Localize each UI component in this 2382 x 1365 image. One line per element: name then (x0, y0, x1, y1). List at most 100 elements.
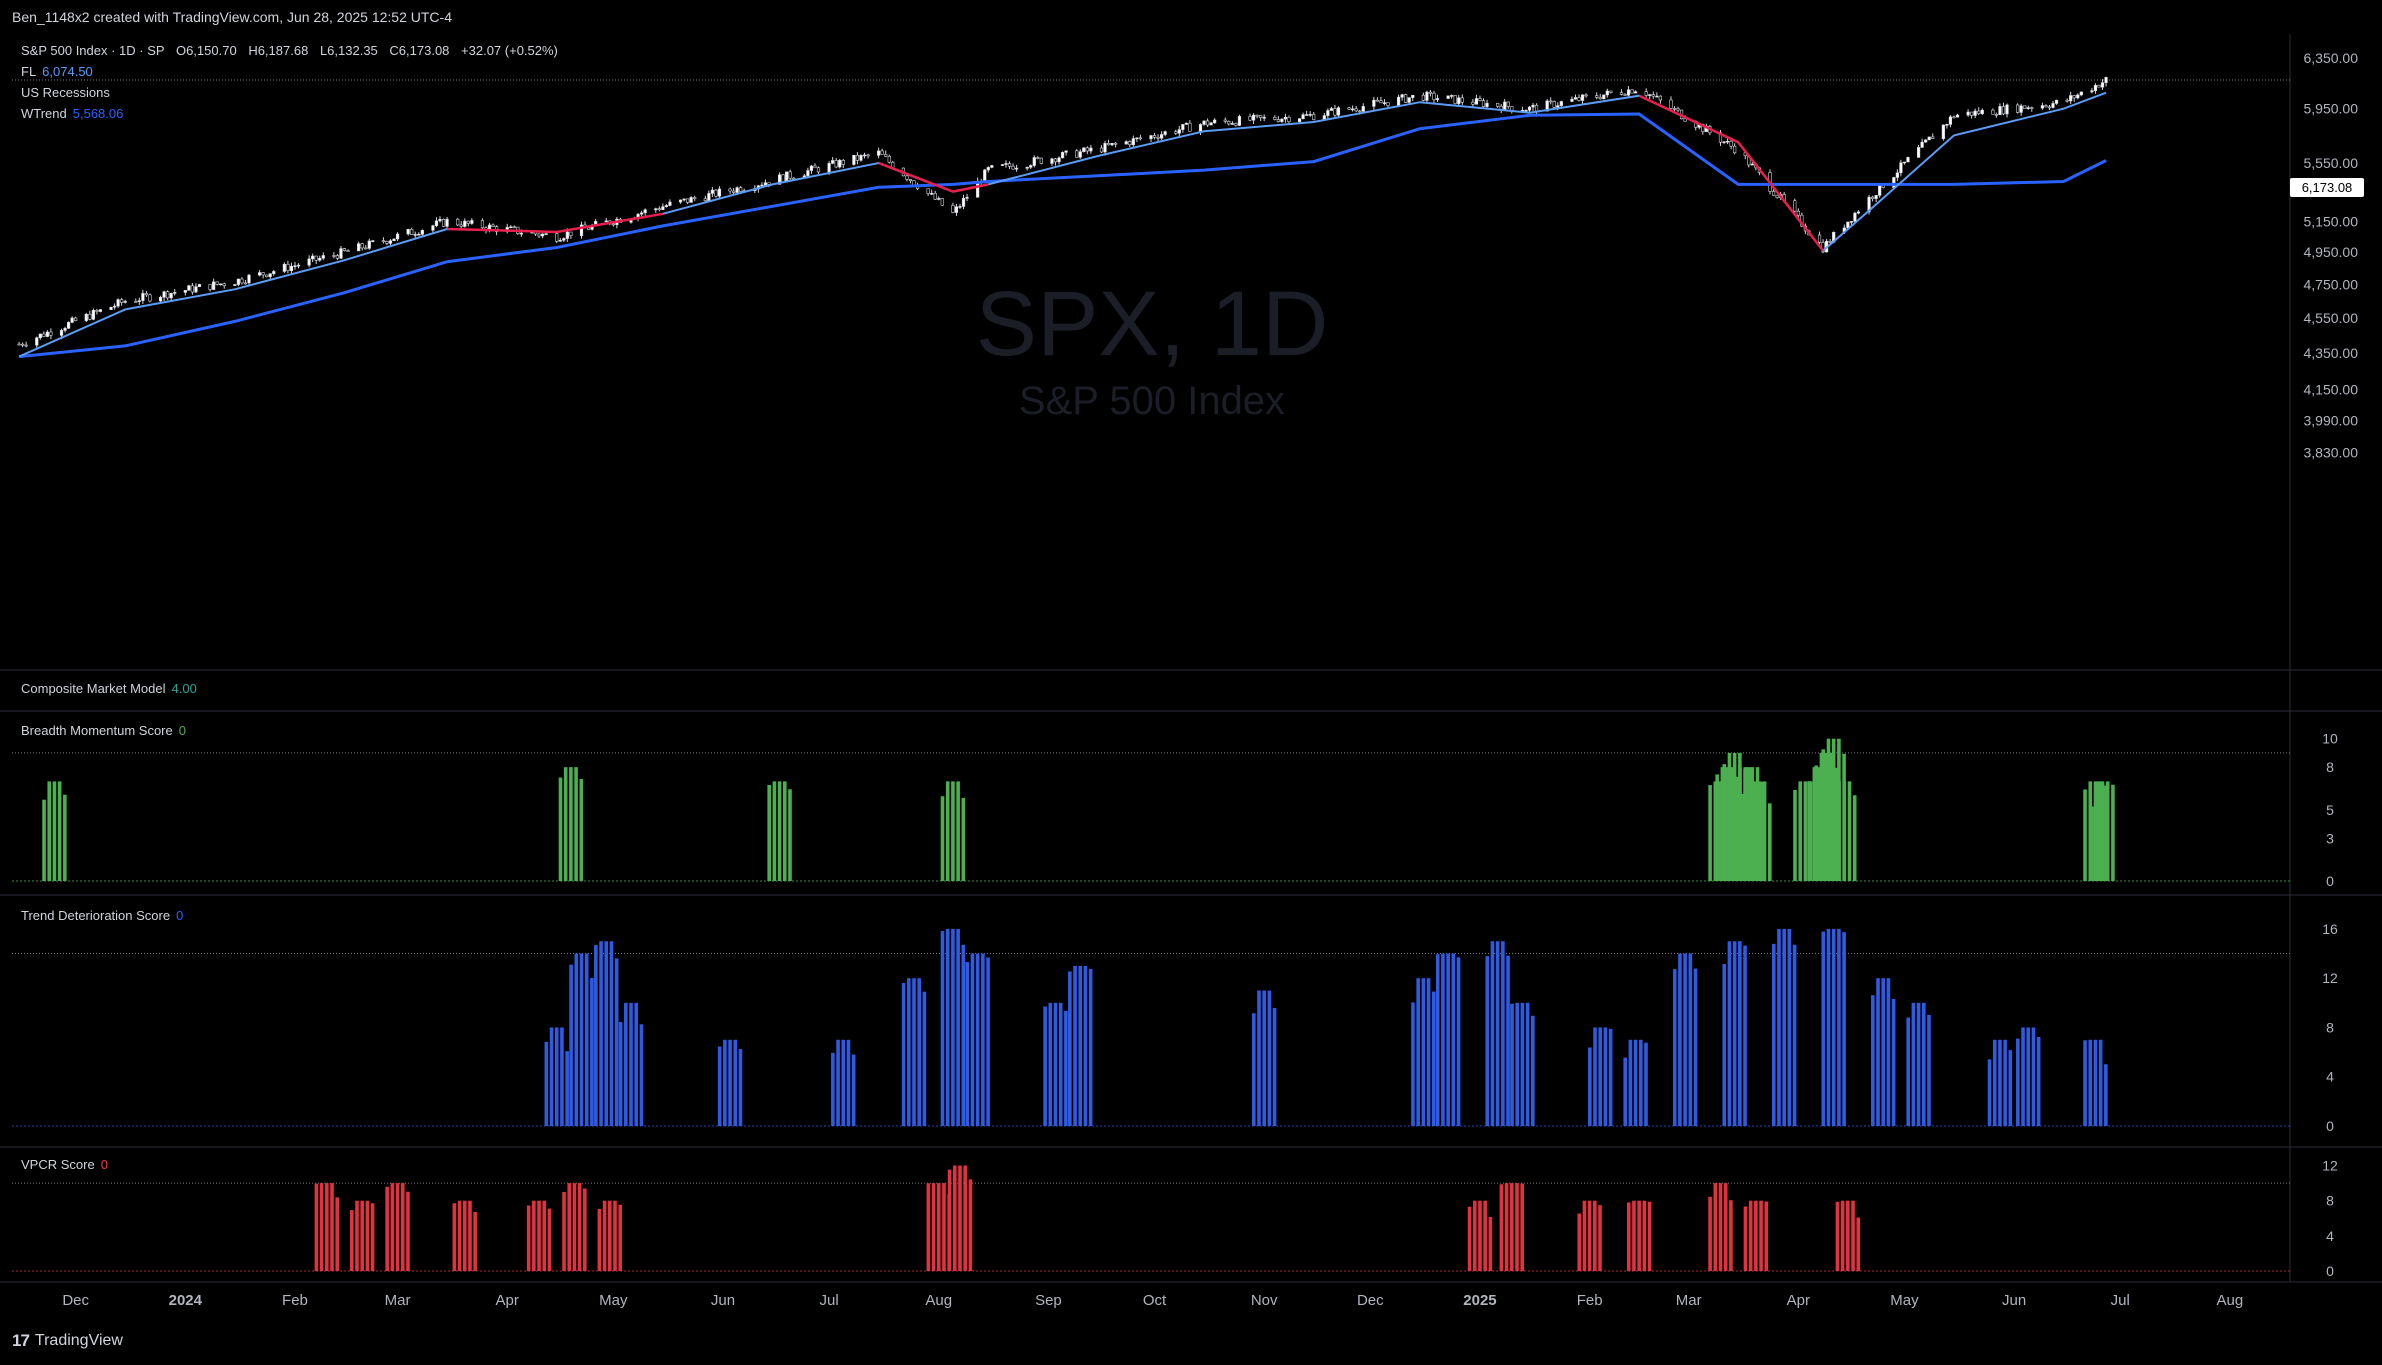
indicator-bar (1748, 1200, 1753, 1271)
indicator-bar (1515, 1002, 1520, 1126)
indicator-bar (2036, 1036, 2041, 1126)
indicator-bar (1732, 941, 1737, 1126)
symbol-legend[interactable]: S&P 500 Index · 1D · SP O6,150.70 H6,187… (21, 40, 558, 61)
time-axis-label: Aug (925, 1292, 952, 1309)
composite-legend[interactable]: Composite Market Model 4.00 (21, 681, 197, 696)
trend-legend[interactable]: Trend Deterioration Score 0 (21, 908, 184, 923)
indicator-bar (1723, 1183, 1728, 1271)
indicator-bar (1088, 968, 1093, 1126)
candle-body (1213, 119, 1217, 124)
indicator-bar (1267, 990, 1272, 1126)
indicator-bar (1807, 781, 1811, 881)
candle-body (1902, 161, 1907, 164)
candle-body (1255, 114, 1259, 117)
candle-body (441, 219, 446, 227)
time-axis-label: 2025 (1463, 1292, 1496, 1309)
candle-body (434, 220, 439, 226)
indicator-bar (1598, 1205, 1602, 1271)
time-axis-label: May (1890, 1292, 1919, 1309)
indicator-bar (1068, 971, 1072, 1126)
candle-body (1251, 114, 1256, 121)
indicator-bar (1708, 1196, 1712, 1271)
indicator-bar (717, 1046, 722, 1126)
indicator-bar (1729, 1200, 1733, 1271)
candle-body (1892, 177, 1896, 188)
sub-pane-tick-label: 10 (2322, 731, 2338, 747)
indicator-legend-wtrend[interactable]: WTrend 5,568.06 (21, 106, 124, 121)
indicator-bar (1819, 752, 1824, 881)
candle-body (1386, 102, 1390, 106)
tradingview-logo[interactable]: 17 TradingView (12, 1329, 123, 1353)
candle-body (1262, 116, 1266, 119)
indicator-bar (965, 961, 970, 1126)
candle-body (1446, 95, 1450, 99)
candle-body (1273, 116, 1277, 120)
candle-body (1082, 147, 1086, 153)
candle-body (123, 301, 127, 303)
indicator-legend-recessions[interactable]: US Recessions (21, 85, 110, 100)
candle-body (187, 285, 191, 291)
candle-body (2054, 99, 2059, 104)
indicator-bar (618, 1022, 623, 1126)
price-tick-label: 5,150.00 (2304, 213, 2359, 229)
candle-body (1916, 147, 1921, 158)
indicator-bar (1501, 941, 1505, 1126)
candle-body (1651, 94, 1655, 97)
candle-body (1149, 135, 1153, 140)
candle-body (1404, 94, 1408, 103)
candle-body (98, 309, 103, 312)
indicator-bar (1852, 795, 1857, 881)
candle-body (689, 197, 693, 203)
indicator-bar (1644, 1042, 1648, 1126)
candle-body (1524, 109, 1528, 112)
candle-body (190, 285, 195, 293)
indicator-legend-fl[interactable]: FL 6,074.50 (21, 64, 93, 79)
candle-body (2051, 103, 2055, 108)
candle-body (2079, 91, 2083, 96)
candle-body (788, 171, 792, 179)
price-tick-label: 4,950.00 (2304, 244, 2359, 260)
candle-body (579, 224, 584, 237)
indicator-bar (1846, 1200, 1850, 1271)
candle-body (194, 286, 198, 293)
breadth-legend[interactable]: Breadth Momentum Score 0 (21, 723, 186, 738)
candle-body (877, 150, 881, 156)
candle-body (1421, 94, 1425, 101)
candle-body (555, 233, 559, 242)
candle-body (1163, 131, 1167, 135)
indicator-bar (319, 1183, 324, 1271)
price-tick-label: 4,750.00 (2304, 276, 2359, 292)
indicator-bar (2090, 806, 2094, 881)
candle-body (1955, 114, 1960, 118)
candle-body (512, 226, 516, 229)
tradingview-brand: TradingView (34, 1332, 123, 1349)
candle-body (49, 331, 53, 336)
indicator-bar (597, 1208, 602, 1271)
candle-body (1138, 137, 1142, 140)
indicator-bar (2003, 1039, 2007, 1126)
indicator-bar (1814, 765, 1819, 881)
candle-body (781, 174, 785, 183)
indicator-bar (360, 1200, 364, 1271)
time-axis-label: Apr (496, 1292, 519, 1309)
indicator-bar (547, 1208, 552, 1271)
fl-line-red-segment (952, 183, 989, 193)
indicator-bar (1272, 1008, 1277, 1126)
indicator-bar (562, 1191, 566, 1271)
vpcr-legend[interactable]: VPCR Score 0 (21, 1157, 108, 1172)
indicator-bar (1647, 1201, 1652, 1271)
candle-body (933, 193, 937, 200)
indicator-bar (1921, 1002, 1926, 1126)
sub-pane-tick-label: 3 (2326, 830, 2334, 846)
indicator-bar (2016, 1038, 2020, 1126)
ohlc-high: H6,187.68 (248, 43, 309, 58)
indicator-bar (1720, 767, 1725, 881)
candle-body (760, 184, 764, 187)
indicator-bar (63, 794, 67, 881)
indicator-bar (1998, 1039, 2002, 1126)
candle-body (1188, 122, 1192, 132)
candle-body (1793, 200, 1797, 212)
indicator-bar (2095, 781, 2100, 881)
